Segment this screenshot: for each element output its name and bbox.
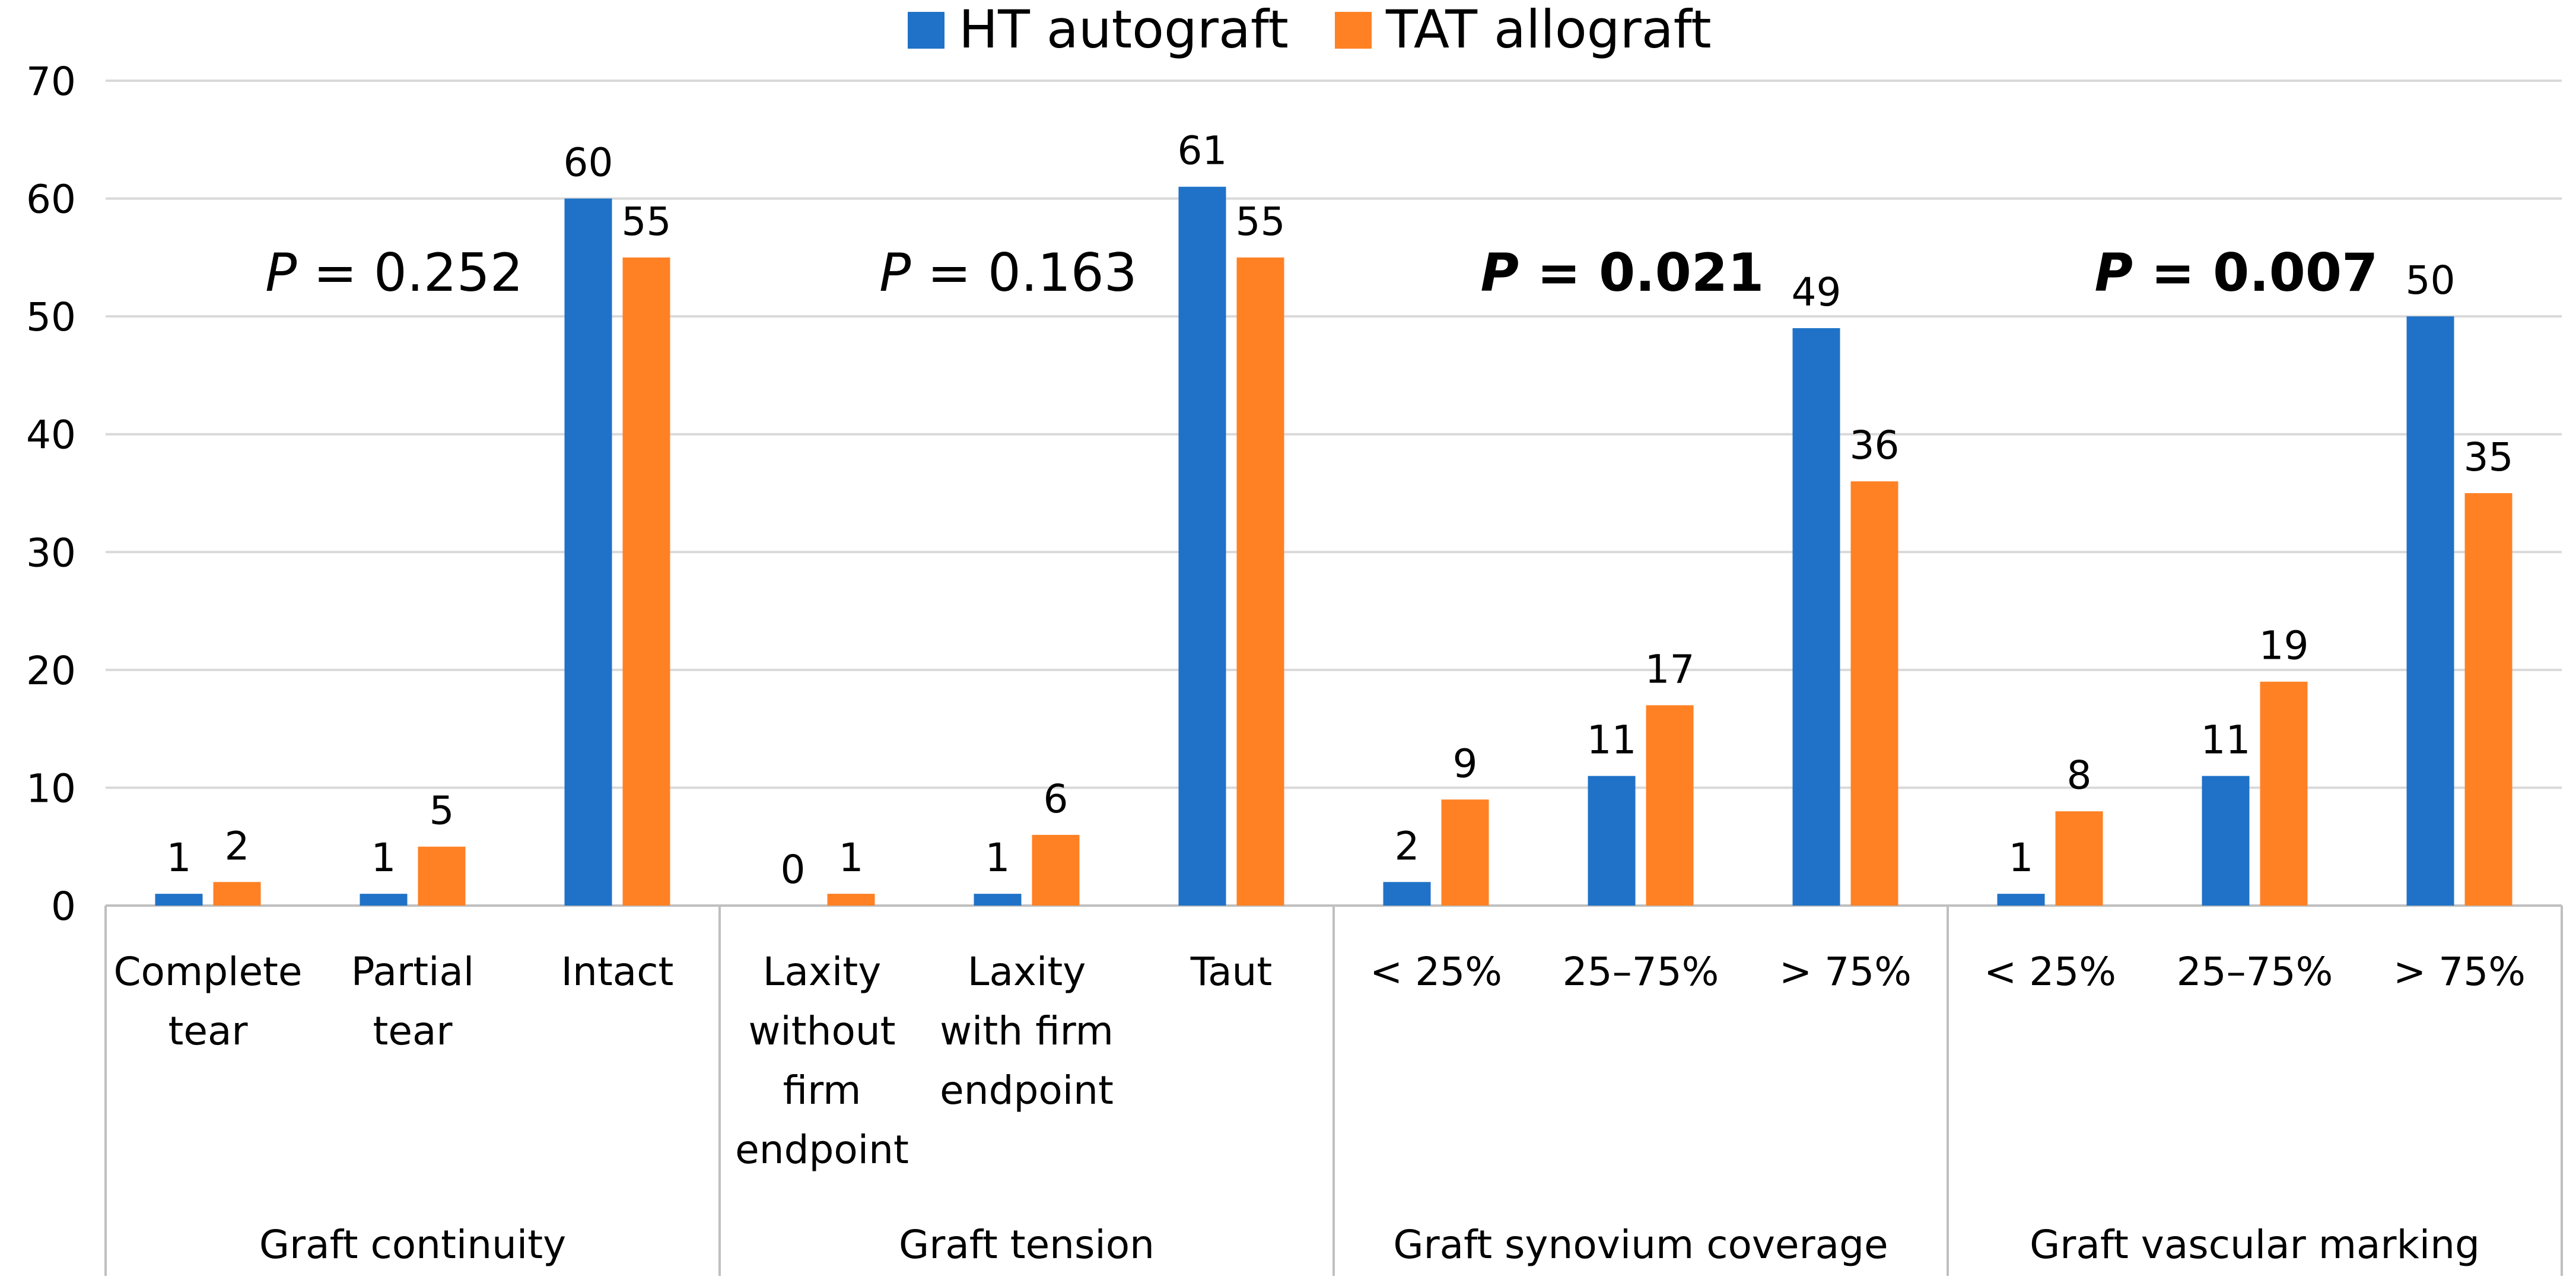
bar [2406,316,2454,906]
category-label: 25–75% [2177,949,2333,995]
category-label: firm [783,1068,861,1113]
bar [622,257,670,906]
y-tick-label: 50 [26,294,76,340]
p-symbol: P [2095,242,2133,303]
y-tick-label: 30 [26,530,76,576]
data-label: 60 [564,140,613,186]
bar [2260,681,2308,906]
data-label: 17 [1645,646,1695,692]
category-label: tear [373,1008,453,1054]
data-label: 61 [1178,128,1227,174]
bar [2055,811,2103,906]
bar [2464,493,2513,906]
legend-label: HT autograft [959,0,1289,60]
category-label: Complete [113,949,302,995]
y-tick-label: 60 [26,177,76,223]
bar [1588,776,1636,906]
category-label: > 75% [2393,949,2526,995]
p-symbol: P [1481,242,1519,303]
category-label: < 25% [1370,949,1502,995]
bar [2202,776,2250,906]
category-label: with firm [940,1008,1114,1054]
data-label: 11 [1587,717,1637,763]
data-label: 2 [225,823,250,869]
p-value: = 0.163 [911,242,1137,303]
group-label: Graft tension [899,1222,1155,1268]
bar [1441,799,1489,906]
bar [1997,894,2045,906]
bar [1383,882,1431,906]
p-value-annotation: P = 0.007 [2095,242,2378,303]
y-tick-label: 70 [26,59,76,104]
y-tick-label: 10 [26,766,76,811]
category-label: Laxity [763,949,882,995]
data-label: 55 [622,199,672,244]
p-value: = 0.252 [297,242,523,303]
data-label: 50 [2406,258,2456,303]
p-value-annotation: P = 0.252 [265,242,523,303]
data-label: 35 [2464,434,2514,480]
bar [360,894,408,906]
bar [827,894,875,906]
p-symbol: P [265,242,297,303]
group-label: Graft vascular marking [2030,1222,2480,1268]
category-label: Taut [1190,949,1273,995]
category-label: endpoint [940,1068,1114,1113]
legend-swatch [908,12,944,49]
legend-swatch [1335,12,1372,49]
category-label: Partial [351,949,474,995]
bar [1646,705,1694,906]
category-label: tear [168,1008,248,1054]
p-value-annotation: P = 0.021 [1481,242,1764,303]
p-value: = 0.021 [1519,242,1764,303]
data-label: 8 [2067,752,2092,798]
category-label: > 75% [1779,949,1912,995]
bar [418,846,466,906]
data-label: 11 [2201,717,2251,763]
data-label: 36 [1850,423,1900,468]
y-tick-label: 20 [26,648,76,694]
data-label: 1 [2009,835,2034,881]
p-value-annotation: P = 0.163 [879,242,1137,303]
category-label: < 25% [1984,949,2116,995]
bar [974,894,1022,906]
data-label: 0 [781,847,806,893]
category-label: Laxity [968,949,1086,995]
y-tick-label: 40 [26,412,76,458]
group-label: Graft continuity [259,1222,566,1268]
data-label: 1 [985,835,1010,881]
data-label: 55 [1236,199,1286,244]
data-label: 1 [839,835,864,881]
data-label: 49 [1792,269,1842,315]
data-label: 2 [1395,823,1420,869]
category-label: without [748,1008,895,1054]
data-label: 1 [371,835,396,881]
group-label: Graft synovium coverage [1393,1222,1888,1268]
category-label: Intact [561,949,674,995]
bar [1236,257,1284,906]
bar [1178,186,1226,906]
category-label: 25–75% [1563,949,1719,995]
bar [564,198,612,906]
data-label: 5 [430,788,454,834]
bar [1850,481,1898,906]
bar [155,894,203,906]
bar [1792,328,1840,906]
category-label: endpoint [735,1127,909,1173]
data-label: 6 [1044,776,1068,822]
data-label: 9 [1453,741,1478,786]
bar [1032,834,1080,906]
legend-label: TAT allograft [1385,0,1712,60]
data-label: 19 [2259,623,2309,669]
p-value: = 0.007 [2133,242,2378,303]
y-tick-label: 0 [51,884,76,929]
data-label: 1 [167,835,192,881]
p-symbol: P [879,242,911,303]
bar [213,882,261,906]
